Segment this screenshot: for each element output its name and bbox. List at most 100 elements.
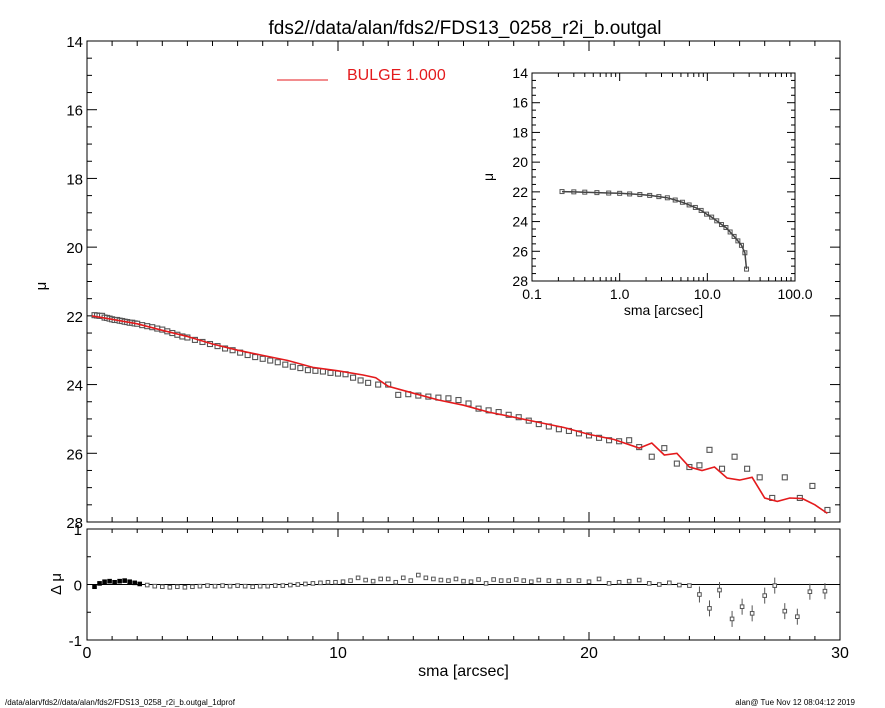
- residual-point: [636, 577, 642, 583]
- inset-axes-frame: [531, 72, 796, 282]
- data-point: [297, 365, 304, 372]
- inset-x-tick-label: 0.1: [522, 286, 542, 302]
- residual-point: [288, 582, 293, 588]
- data-point: [465, 400, 472, 407]
- residual-point: [423, 575, 429, 581]
- data-point: [259, 355, 266, 362]
- residual-point: [822, 588, 828, 594]
- residual-point: [144, 582, 150, 588]
- data-point: [312, 367, 319, 374]
- residual-point: [596, 576, 602, 582]
- residual-point: [175, 584, 180, 590]
- residual-point: [408, 578, 414, 583]
- residual-y-tick-label: 0: [74, 578, 82, 595]
- data-point: [327, 369, 334, 376]
- residual-point: [438, 577, 444, 583]
- residual-point: [468, 579, 474, 585]
- main-y-tick-label: 18: [66, 171, 83, 188]
- residual-point: [257, 583, 263, 589]
- data-point: [505, 411, 512, 418]
- inset-y-tick-label: 20: [512, 154, 528, 170]
- data-point: [535, 421, 542, 428]
- residual-point: [416, 572, 421, 578]
- residual-point: [461, 578, 466, 584]
- data-point: [706, 446, 713, 453]
- chart-title: fds2//data/alan/fds2/FDS13_0258_r2i_b.ou…: [269, 18, 662, 39]
- residual-point: [220, 583, 225, 588]
- inset-y-tick-label: 18: [512, 124, 528, 140]
- residual-point: [656, 582, 662, 587]
- residual-point: [122, 578, 127, 583]
- data-point: [282, 361, 289, 368]
- residual-point: [491, 577, 496, 582]
- residual-point: [303, 581, 308, 587]
- residual-point: [107, 578, 112, 584]
- data-point: [365, 379, 372, 386]
- residual-point: [227, 583, 233, 589]
- data-point: [252, 354, 259, 361]
- residual-point: [476, 577, 481, 582]
- residual-point: [197, 583, 203, 589]
- residual-point: [400, 575, 406, 581]
- residual-point: [556, 578, 562, 584]
- residual-point: [498, 578, 504, 583]
- inset-x-tick-label: 100.0: [777, 286, 812, 302]
- data-point: [267, 357, 274, 364]
- residual-point: [212, 583, 218, 589]
- x-tick-label: 30: [831, 645, 849, 662]
- data-point: [455, 396, 462, 404]
- residual-point: [431, 576, 436, 582]
- residual-point: [167, 584, 173, 590]
- main-y-tick-label: 20: [66, 240, 83, 257]
- residual-point: [117, 578, 122, 584]
- residual-point: [782, 608, 788, 614]
- residual-point: [807, 589, 813, 595]
- residual-point: [182, 584, 188, 590]
- residual-point: [265, 583, 271, 589]
- data-point: [395, 391, 402, 398]
- residual-point: [97, 581, 102, 586]
- data-point: [809, 482, 816, 489]
- residual-point: [795, 614, 800, 619]
- data-point: [731, 453, 738, 460]
- residual-point: [762, 593, 768, 598]
- residual-point: [205, 583, 210, 588]
- residual-point: [646, 581, 652, 586]
- residual-point: [521, 578, 527, 583]
- residual-point: [112, 579, 117, 585]
- residual-point: [616, 579, 622, 585]
- residual-point: [355, 575, 361, 581]
- inset-y-tick-label: 22: [512, 184, 528, 200]
- residual-point: [250, 584, 255, 590]
- residual-point: [697, 592, 702, 597]
- data-point: [648, 453, 655, 460]
- residual-point: [626, 578, 632, 584]
- residual-point: [576, 578, 582, 583]
- data-point: [661, 445, 668, 452]
- data-point: [375, 381, 382, 388]
- inset-y-axis-label: μ: [480, 173, 496, 181]
- residual-point: [370, 578, 376, 584]
- inset-y-tick-label: 26: [512, 243, 528, 259]
- residual-point: [729, 616, 735, 622]
- x-axis-label: sma [arcsec]: [418, 663, 509, 680]
- inset-y-tick-label: 28: [512, 273, 528, 289]
- residual-point: [528, 579, 534, 585]
- footer-left-path: /data/alan/fds2//data/alan/fds2/FDS13_02…: [5, 698, 235, 707]
- x-tick-label: 20: [580, 645, 598, 662]
- data-point: [357, 377, 364, 384]
- residual-point: [333, 579, 338, 585]
- data-point: [445, 395, 452, 402]
- residual-point: [506, 578, 511, 583]
- residual-point: [378, 576, 383, 582]
- main-y-tick-label: 28: [66, 515, 83, 532]
- inset-x-tick-label: 1.0: [610, 286, 630, 302]
- data-point: [781, 474, 788, 481]
- residual-point: [137, 581, 143, 587]
- inset-x-tick-label: 10.0: [694, 286, 721, 302]
- residual-point: [340, 579, 346, 585]
- residual-point: [749, 611, 755, 616]
- residual-point: [318, 580, 323, 586]
- residual-point: [127, 579, 132, 585]
